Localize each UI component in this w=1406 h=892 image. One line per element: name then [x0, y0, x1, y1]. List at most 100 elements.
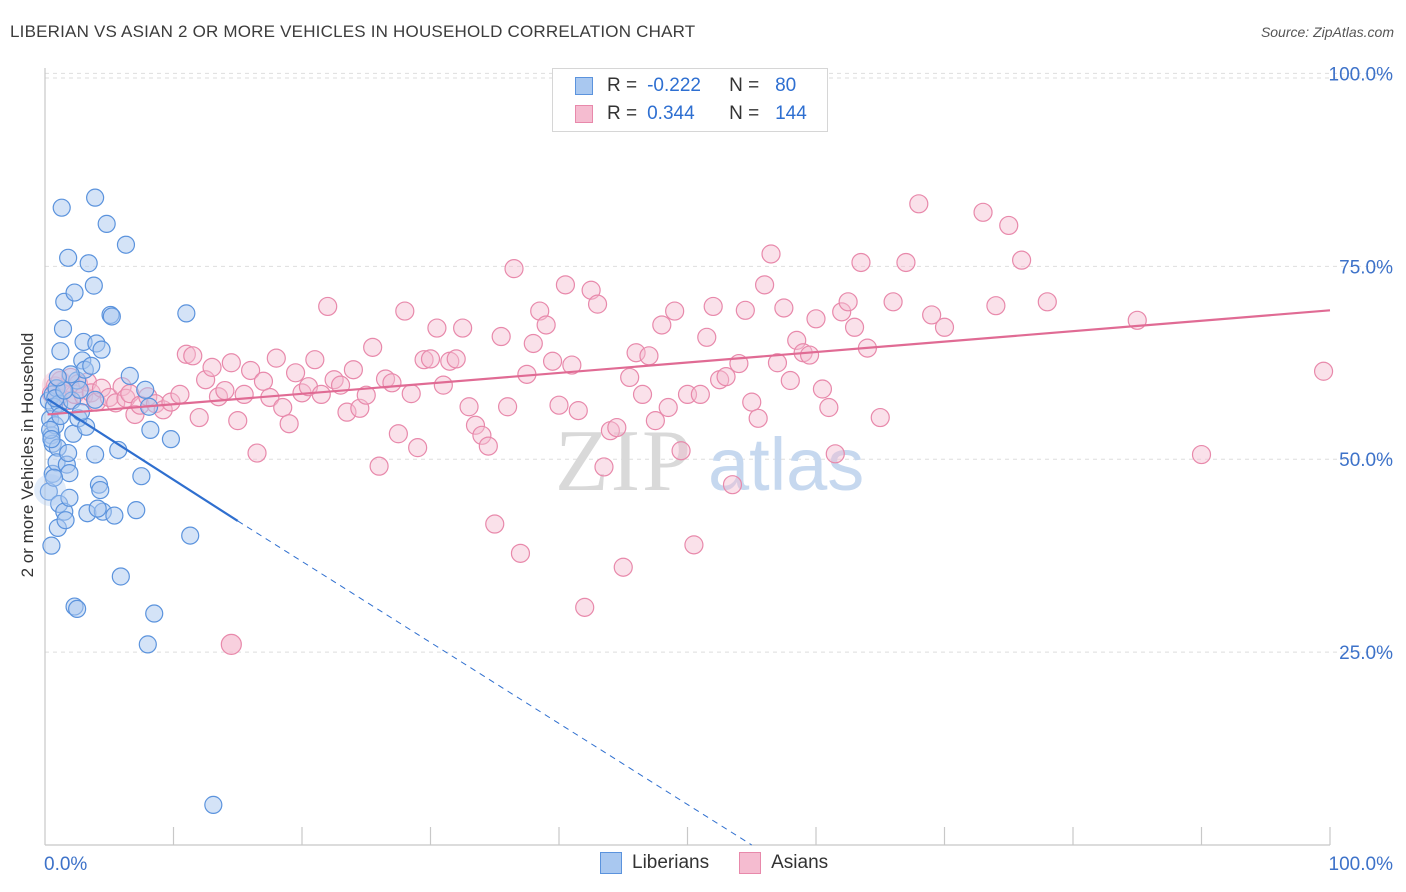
liberian-point	[92, 340, 111, 359]
liberian-point	[177, 304, 196, 323]
asian-point	[324, 370, 344, 390]
liberian-point	[84, 276, 103, 295]
liberian-points	[34, 188, 223, 814]
liberian-point	[70, 380, 89, 399]
asian-point	[883, 292, 903, 312]
asian-point	[684, 535, 704, 555]
asian-point	[459, 397, 479, 417]
asian-point	[427, 318, 447, 338]
asian-point	[934, 317, 955, 337]
asian-point	[999, 215, 1019, 236]
legend-item-asians[interactable]: Asians	[739, 852, 828, 874]
asian-point	[806, 309, 826, 329]
x-tick-labels: 0.0% 100.0%	[44, 854, 1393, 875]
asian-point	[465, 415, 486, 435]
asian-point	[639, 346, 659, 366]
asian-point	[241, 360, 261, 381]
asian-point	[318, 296, 338, 317]
y-tick-label: 100.0%	[1329, 64, 1394, 85]
asian-point	[382, 373, 402, 393]
asian-point	[825, 444, 845, 464]
asian-point	[343, 360, 363, 380]
legend-item-liberians[interactable]: Liberians	[600, 852, 709, 874]
asian-point	[549, 395, 569, 415]
liberian-point	[68, 599, 87, 619]
asian-point	[851, 252, 871, 273]
liberian-trend-extension	[237, 520, 753, 846]
source-label: Source: ZipAtlas.com	[1260, 24, 1394, 40]
asian-point	[446, 349, 466, 369]
liberian-point	[132, 467, 151, 486]
asian-point	[575, 597, 595, 617]
y-tick-label: 75.0%	[1339, 257, 1393, 278]
asian-point	[202, 357, 222, 377]
asian-point	[774, 298, 794, 318]
asian-point	[183, 346, 203, 366]
asian-point	[799, 345, 820, 365]
y-tick-label: 25.0%	[1339, 643, 1393, 664]
asian-point	[722, 475, 743, 495]
liberian-point	[59, 248, 78, 267]
y-tick-label: 50.0%	[1339, 450, 1393, 471]
asian-point	[356, 385, 376, 405]
asian-point	[369, 456, 389, 476]
asian-point	[716, 367, 736, 387]
chart-title: LIBERIAN VS ASIAN 2 OR MORE VEHICLES IN …	[10, 22, 696, 41]
liberian-n-value: 80	[775, 75, 797, 96]
asian-point	[562, 355, 582, 375]
liberian-point	[86, 390, 105, 409]
liberian-point	[97, 214, 116, 233]
asian-point	[305, 350, 325, 370]
asian-point	[510, 543, 531, 563]
asian-point	[337, 402, 357, 422]
liberian-point	[145, 604, 164, 623]
asian-point	[491, 326, 511, 347]
asian-point	[285, 363, 306, 383]
asian-point	[189, 407, 209, 428]
asian-point	[478, 436, 498, 456]
asian-point	[176, 344, 196, 364]
asian-point	[555, 275, 576, 295]
asian-point	[106, 393, 126, 413]
asian-point	[735, 300, 755, 320]
liberian-point	[127, 501, 146, 520]
asian-point	[485, 514, 505, 534]
asian-point	[812, 379, 833, 399]
asian-point	[311, 384, 331, 405]
asian-point	[761, 244, 781, 264]
liberian-point	[102, 307, 121, 326]
asian-point	[620, 367, 640, 388]
liberian-point	[65, 283, 84, 302]
asian-point	[632, 384, 653, 405]
liberian-point	[120, 366, 139, 385]
asian-point	[420, 349, 441, 369]
liberian-point	[88, 499, 107, 518]
asian-point	[363, 337, 383, 357]
asian-point	[273, 397, 293, 418]
asian-point	[780, 370, 800, 391]
asian-r-label: R =	[607, 103, 638, 124]
asian-point	[414, 350, 434, 370]
liberian-point	[42, 430, 61, 449]
asian-point	[408, 438, 428, 458]
asian-point	[607, 417, 627, 438]
watermark: ZIP atlas	[555, 413, 864, 510]
liberian-point	[60, 488, 79, 507]
liberian-point	[136, 380, 155, 399]
asian-n-value: 144	[775, 103, 807, 124]
asian-point	[697, 327, 717, 347]
asian-point	[1011, 250, 1032, 270]
asian-trend-line	[47, 309, 1331, 416]
x-tick-label-max: 100.0%	[1329, 854, 1394, 875]
liberian-point	[44, 468, 64, 487]
asian-point	[388, 424, 408, 444]
axes	[44, 68, 1331, 846]
asian-points	[41, 194, 1334, 655]
asian-point	[742, 392, 762, 412]
asian-point	[870, 407, 890, 428]
asian-point	[125, 404, 145, 425]
asian-point	[748, 408, 768, 428]
asian-point	[1037, 292, 1057, 312]
liberian-point	[86, 188, 105, 207]
